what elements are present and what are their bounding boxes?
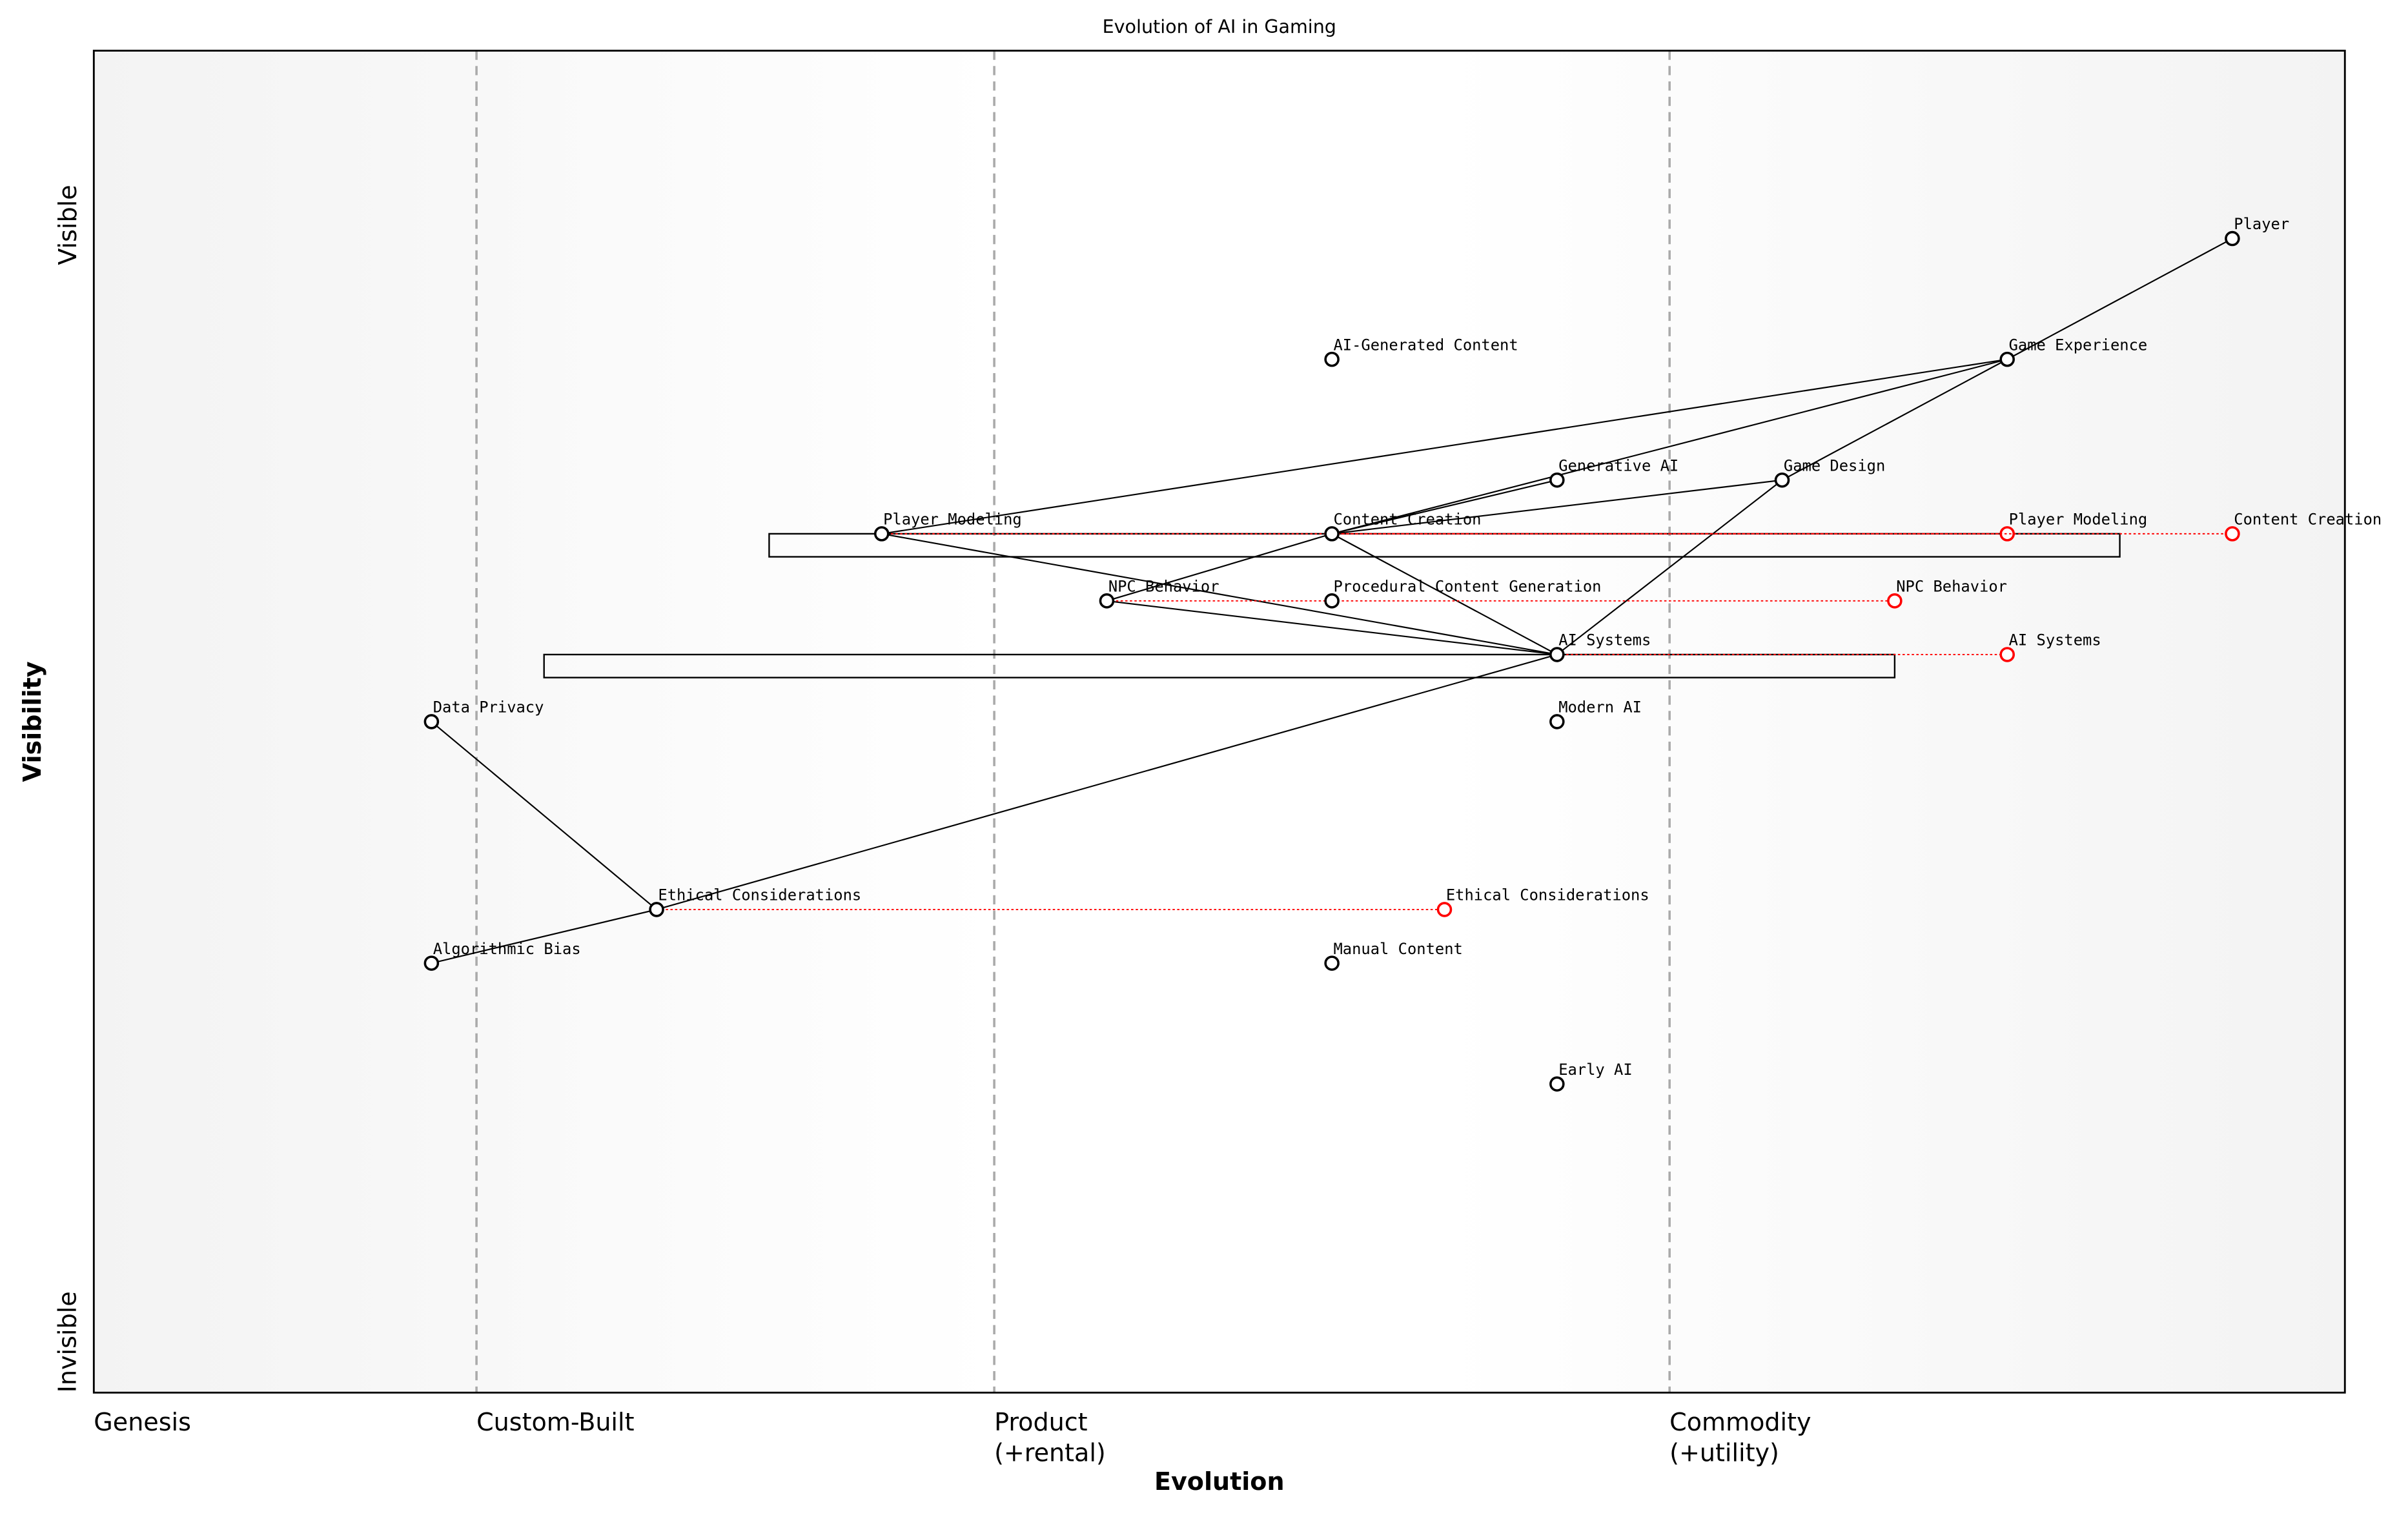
x-tick-label: Genesis xyxy=(94,1407,191,1436)
node-label: Player xyxy=(2234,215,2289,233)
link xyxy=(1107,600,1557,656)
node-label: Game Design xyxy=(1784,456,1885,474)
node-label: NPC Behavior xyxy=(1108,578,1219,596)
y-axis-label: Visibility xyxy=(18,661,46,782)
evolved-node xyxy=(1887,593,1903,609)
x-tick-label: Custom-Built xyxy=(476,1407,634,1436)
link xyxy=(431,908,657,964)
node-label: AI-Generated Content xyxy=(1334,336,1518,354)
link xyxy=(881,358,2008,535)
y-tick-label: Visible xyxy=(54,185,82,265)
evolved-node-label: Ethical Considerations xyxy=(1446,886,1649,904)
node-label: Game Experience xyxy=(2009,336,2148,354)
node-label: Manual Content xyxy=(1334,940,1463,958)
node xyxy=(1324,593,1340,609)
node xyxy=(1774,472,1790,488)
node-label: Data Privacy xyxy=(433,698,544,717)
link xyxy=(656,653,1558,910)
link xyxy=(1331,358,2008,535)
link xyxy=(1107,533,1332,602)
link xyxy=(881,533,1558,656)
chart-title: Evolution of AI in Gaming xyxy=(1103,16,1336,37)
node-label: Ethical Considerations xyxy=(658,886,861,904)
node-label: Early AI xyxy=(1558,1061,1632,1079)
node-label: Player Modeling xyxy=(883,511,1022,529)
evolved-node xyxy=(1999,647,2015,662)
evolved-node-label: NPC Behavior xyxy=(1896,578,2007,596)
plot-background xyxy=(94,50,2345,1393)
link xyxy=(1331,479,1558,535)
node xyxy=(1099,593,1115,609)
plot-frame xyxy=(92,50,2346,1394)
x-tick-label: Commodity (+utility) xyxy=(1669,1407,1811,1467)
evolved-node-label: Content Creation xyxy=(2234,511,2382,529)
node-label: Algorithmic Bias xyxy=(433,940,581,958)
node xyxy=(649,902,664,917)
y-tick-label: Invisible xyxy=(54,1291,82,1392)
link xyxy=(1332,479,1782,535)
link xyxy=(1556,479,1783,655)
node xyxy=(1324,955,1340,971)
node xyxy=(2225,230,2240,247)
evolved-node-label: AI Systems xyxy=(2009,631,2101,649)
node xyxy=(1549,647,1565,662)
link xyxy=(2006,238,2233,360)
x-axis-label: Evolution xyxy=(1154,1467,1285,1496)
evolved-node-label: Player Modeling xyxy=(2009,511,2148,529)
node xyxy=(1999,351,2015,367)
evolved-node xyxy=(1999,526,2015,542)
link xyxy=(431,721,657,910)
node xyxy=(1549,1076,1565,1092)
node xyxy=(1549,714,1565,729)
evolved-node xyxy=(2225,526,2240,542)
link xyxy=(1331,533,1558,655)
node-label: AI Systems xyxy=(1558,631,1651,649)
node xyxy=(423,714,440,729)
node xyxy=(423,955,440,971)
evolved-node xyxy=(1436,902,1453,917)
node xyxy=(1549,472,1565,488)
node xyxy=(1324,351,1340,367)
node xyxy=(1324,526,1340,542)
node-label: Content Creation xyxy=(1334,511,1482,529)
link xyxy=(1782,358,2008,481)
node xyxy=(873,526,890,542)
x-tick-label: Product (+rental) xyxy=(994,1407,1106,1467)
node-label: Procedural Content Generation xyxy=(1334,578,1602,596)
node-label: Modern AI xyxy=(1558,698,1642,717)
node-label: Generative AI xyxy=(1558,456,1678,474)
pipeline xyxy=(543,653,1896,678)
